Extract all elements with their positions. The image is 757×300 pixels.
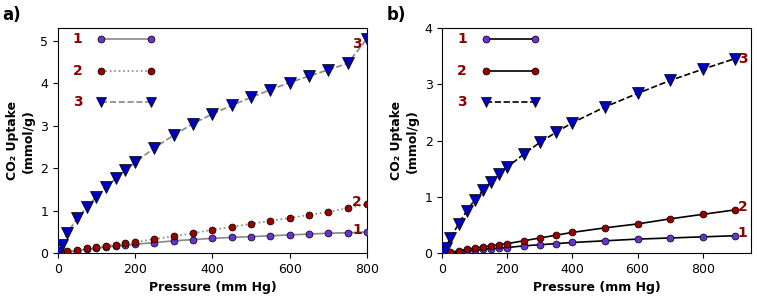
Y-axis label: CO₂ Uptake
(mmol/g): CO₂ Uptake (mmol/g) <box>5 101 35 180</box>
Text: 3: 3 <box>738 52 747 65</box>
Text: 1: 1 <box>457 32 467 46</box>
Text: 1: 1 <box>738 226 747 240</box>
Text: 2: 2 <box>738 200 747 214</box>
Text: a): a) <box>2 6 21 24</box>
Text: 2: 2 <box>457 64 467 78</box>
Text: 2: 2 <box>73 64 83 78</box>
Text: 3: 3 <box>352 37 362 51</box>
X-axis label: Pressure (mm Hg): Pressure (mm Hg) <box>533 281 661 294</box>
Text: b): b) <box>387 6 406 24</box>
Text: 2: 2 <box>352 195 362 209</box>
X-axis label: Pressure (mm Hg): Pressure (mm Hg) <box>148 281 276 294</box>
Text: 3: 3 <box>457 95 467 110</box>
Text: 3: 3 <box>73 95 83 110</box>
Y-axis label: CO₂ Uptake
(mmol/g): CO₂ Uptake (mmol/g) <box>390 101 419 180</box>
Text: 1: 1 <box>352 223 362 237</box>
Text: 1: 1 <box>73 32 83 46</box>
